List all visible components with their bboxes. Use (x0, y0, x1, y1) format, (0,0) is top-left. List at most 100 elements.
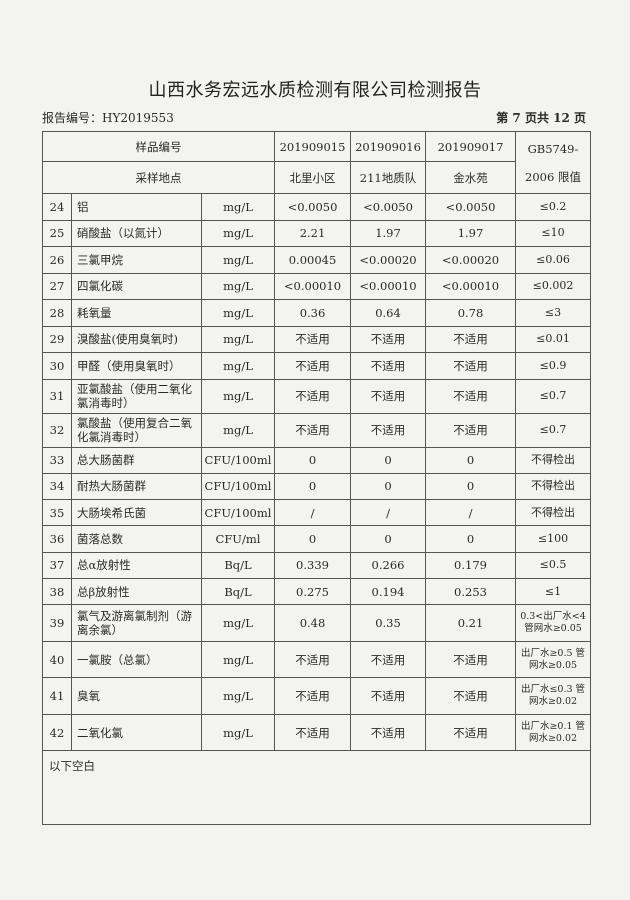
result-value: 0 (350, 446, 426, 474)
result-value: 0 (350, 472, 426, 501)
row-number: 30 (42, 352, 72, 380)
table-row: 33 总大肠菌群 CFU/100ml 0 0 0 不得检出 (42, 446, 591, 474)
result-value: 0 (425, 472, 516, 501)
result-value: 0.78 (425, 299, 516, 327)
row-number: 36 (42, 525, 72, 553)
table-row: 42 二氧化氯 mg/L 不适用 不适用 不适用 出厂水≥0.1 管网水≥0.02 (42, 713, 591, 752)
result-value: 2.21 (274, 219, 351, 247)
limit-value: ≤0.7 (515, 412, 591, 448)
result-value: 0.35 (350, 604, 426, 642)
unit: CFU/100ml (201, 499, 275, 527)
standard-line2: 2006 限值 (525, 169, 581, 184)
sample-site: 211地质队 (350, 161, 426, 194)
limit-value: ≤0.7 (515, 378, 591, 414)
item-name: 二氧化氯 (71, 713, 202, 752)
result-value: <0.00010 (350, 272, 426, 300)
row-number: 42 (42, 713, 72, 752)
row-number: 34 (42, 472, 72, 501)
table-row: 32 氯酸盐（使用复合二氧化氯消毒时） mg/L 不适用 不适用 不适用 ≤0.7 (42, 412, 591, 448)
result-value: 0.48 (274, 604, 351, 642)
limit-value: 不得检出 (515, 472, 591, 501)
item-name: 耐热大肠菌群 (71, 472, 202, 501)
row-number: 26 (42, 246, 72, 274)
result-value: 不适用 (274, 713, 351, 752)
result-value: 0 (425, 525, 516, 553)
result-value: 0.339 (274, 551, 351, 579)
result-value: <0.00010 (274, 272, 351, 300)
limit-value: ≤0.002 (515, 272, 591, 300)
sample-no: 201909015 (274, 131, 351, 162)
page-indicator: 第 7 页共 12 页 (496, 111, 586, 125)
site-label: 采样地点 (42, 161, 275, 194)
result-value: 0.21 (425, 604, 516, 642)
limit-value: ≤1 (515, 577, 591, 606)
unit: CFU/ml (201, 525, 275, 553)
result-value: 0.253 (425, 577, 516, 606)
result-value: 不适用 (425, 325, 516, 353)
item-name: 总α放射性 (71, 551, 202, 579)
limit-value: ≤3 (515, 299, 591, 327)
item-name: 硝酸盐（以氮计） (71, 219, 202, 247)
limit-value: 不得检出 (515, 446, 591, 474)
result-value: 0.36 (274, 299, 351, 327)
unit: mg/L (201, 677, 275, 715)
sample-no: 201909016 (350, 131, 426, 162)
limit-value: ≤0.5 (515, 551, 591, 579)
limit-value: 出厂水≥0.5 管网水≥0.05 (515, 640, 591, 679)
limit-value: ≤0.9 (515, 352, 591, 380)
result-value: 不适用 (425, 352, 516, 380)
unit: mg/L (201, 713, 275, 752)
result-value: 不适用 (425, 378, 516, 414)
table-row: 40 一氯胺（总氯） mg/L 不适用 不适用 不适用 出厂水≥0.5 管网水≥0.05 (42, 640, 591, 679)
item-name: 铝 (71, 193, 202, 221)
row-number: 37 (42, 551, 72, 579)
result-value: <0.00010 (425, 272, 516, 300)
table-row: 39 氯气及游离氯制剂（游离余氯） mg/L 0.48 0.35 0.21 0.3<出厂水<… (42, 604, 591, 642)
table-row: 28 耗氧量 mg/L 0.36 0.64 0.78 ≤3 (42, 299, 591, 327)
results-table: 样品编号 201909015 201909016 201909017 GB574… (42, 131, 591, 826)
unit: mg/L (201, 604, 275, 642)
unit: mg/L (201, 299, 275, 327)
result-value: 不适用 (274, 677, 351, 715)
table-row: 24 铝 mg/L <0.0050 <0.0050 <0.0050 ≤0.2 (42, 193, 591, 221)
row-number: 33 (42, 446, 72, 474)
result-value: 不适用 (274, 378, 351, 414)
result-value: 0 (274, 525, 351, 553)
result-value: 0.179 (425, 551, 516, 579)
row-number: 32 (42, 412, 72, 448)
row-number: 41 (42, 677, 72, 715)
result-value: <0.0050 (274, 193, 351, 221)
result-value: 1.97 (350, 219, 426, 247)
unit: mg/L (201, 193, 275, 221)
unit: mg/L (201, 325, 275, 353)
report-number: 报告编号：HY2019553 (42, 111, 174, 125)
item-name: 甲醛（使用臭氧时） (71, 352, 202, 380)
table-row: 35 大肠埃希氏菌 CFU/100ml / / / 不得检出 (42, 499, 591, 527)
item-name: 总β放射性 (71, 577, 202, 606)
header-row-sample-no: 样品编号 201909015 201909016 201909017 GB574… (42, 131, 591, 194)
result-value: <0.00020 (350, 246, 426, 274)
header-row-site: 采样地点 北里小区 211地质队 金水苑 (42, 161, 591, 194)
result-value: 不适用 (350, 640, 426, 679)
row-number: 25 (42, 219, 72, 247)
limit-value: ≤0.06 (515, 246, 591, 274)
sample-no: 201909017 (425, 131, 516, 162)
result-value: 0.00045 (274, 246, 351, 274)
result-value: / (274, 499, 351, 527)
limit-value: ≤10 (515, 219, 591, 247)
result-value: 0 (274, 446, 351, 474)
item-name: 耗氧量 (71, 299, 202, 327)
result-value: 不适用 (350, 325, 426, 353)
result-value: 1.97 (425, 219, 516, 247)
table-row: 37 总α放射性 Bq/L 0.339 0.266 0.179 ≤0.5 (42, 551, 591, 579)
table-row: 31 亚氯酸盐（使用二氧化氯消毒时） mg/L 不适用 不适用 不适用 ≤0.7 (42, 378, 591, 414)
unit: mg/L (201, 272, 275, 300)
result-value: / (425, 499, 516, 527)
result-value: 不适用 (425, 412, 516, 448)
blank-row: 以下空白 (42, 750, 591, 826)
unit: mg/L (201, 378, 275, 414)
result-value: / (350, 499, 426, 527)
row-number: 40 (42, 640, 72, 679)
item-name: 臭氧 (71, 677, 202, 715)
result-value: 不适用 (350, 412, 426, 448)
